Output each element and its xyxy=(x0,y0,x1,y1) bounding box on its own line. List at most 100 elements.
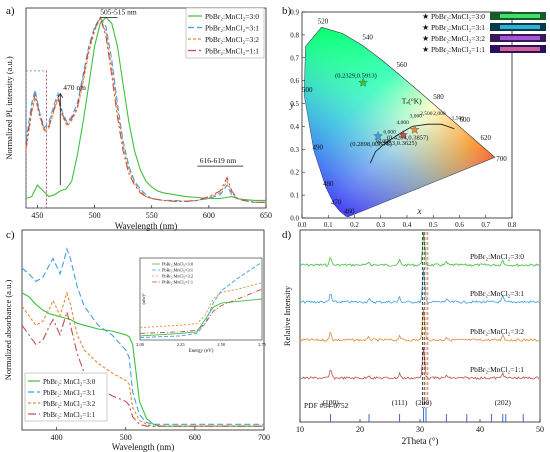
inset-legend-entry: PbBr₂:MnCl₂=1:1 xyxy=(162,280,193,285)
legend-marker: ★ xyxy=(422,23,429,32)
cie-point-label: (0.2329,0.5913) xyxy=(335,73,377,80)
x-axis-label: x xyxy=(417,206,422,216)
legend-entry: PbBr₂:MnCl₂=3:0 xyxy=(431,12,485,21)
inset-series-1 xyxy=(139,261,263,338)
x-tick-label: 0.8 xyxy=(508,221,517,229)
legend-entry: PbBr₂: MnCl₂=3:0 xyxy=(43,378,96,386)
x-tick-label: 450 xyxy=(31,211,43,220)
inset-x-tick-label: 2.25 xyxy=(177,342,186,347)
y-axis-label: y xyxy=(289,100,294,110)
xrd-series-label: PbBr₂:MnCl₂=1:1 xyxy=(470,365,524,374)
x-tick-label: 650 xyxy=(260,211,272,220)
y-tick-label: 0.4 xyxy=(290,123,299,131)
cct-tick-label: 2,500 xyxy=(420,111,433,117)
y-tick-label: 0.5 xyxy=(290,100,299,108)
x-tick-label: 0.0 xyxy=(298,221,307,229)
panel-a-label: a) xyxy=(6,5,15,17)
series-line-3 xyxy=(25,16,266,203)
legend-entry: PbBr₂: MnCl₂=1:1 xyxy=(43,411,96,419)
panel-b-cie-diagram: 0.0 0.1 0.2 0.3 0.4 0.5 0.6 0.7 0.8 0.0 0.1 0.2 0.3 0… xyxy=(289,9,546,229)
wavelength-label: 620 xyxy=(481,134,492,142)
y-tick-label: 0.3 xyxy=(290,146,299,154)
wavelength-label: 470 xyxy=(331,198,342,206)
legend-marker: ★ xyxy=(422,45,429,54)
panel-c-absorbance: 400 500 600 700 Wavelength (nm) Normalized ab… xyxy=(3,229,270,452)
xrd-series-label: PbBr₂:MnCl₂=3:0 xyxy=(470,252,524,261)
annotation-616-619: 616-619 nm xyxy=(200,156,237,165)
wavelength-label: 460 xyxy=(344,207,355,215)
wavelength-label: 600 xyxy=(460,116,471,124)
series-line-3 xyxy=(21,309,264,427)
y-axis-label: Relative Intensity xyxy=(282,285,292,346)
y-tick-label: 0.6 xyxy=(290,77,299,85)
plot-frame xyxy=(21,229,265,431)
legend-marker: ★ xyxy=(422,12,429,21)
sample-glow xyxy=(500,14,540,18)
cie-point-label: (0.3853,0.3625) xyxy=(375,140,417,147)
sample-glow xyxy=(500,25,540,29)
y-tick-label: 0.7 xyxy=(290,54,299,62)
sample-glow xyxy=(500,36,540,40)
inset-legend-entry: PbBr₂:MnCl₂=3:1 xyxy=(162,268,193,273)
hkl-label: (111) xyxy=(392,398,408,407)
inset-x-tick-label: 2.50 xyxy=(217,342,226,347)
x-tick-label: 400 xyxy=(51,433,63,442)
panel-b-label: b) xyxy=(282,5,292,17)
legend-entry: PbBr₂:MnCl₂=3:2 xyxy=(205,35,259,44)
wavelength-label: 700 xyxy=(496,155,507,163)
x-tick-label: 50 xyxy=(536,425,544,434)
inset-y-axis-label: (αhν)² xyxy=(141,293,146,305)
x-axis-label: 2Theta (°) xyxy=(402,436,439,446)
xrd-series-label: PbBr₂:MnCl₂=3:2 xyxy=(470,327,524,336)
cie-point-label: (0.4294,0.3857) xyxy=(387,135,429,142)
annotation-470: 470 nm xyxy=(63,83,86,92)
wavelength-label: 500 xyxy=(302,86,313,94)
y-tick-label: 0.8 xyxy=(290,31,299,39)
panel-d-label: d) xyxy=(282,229,292,241)
y-tick-label: 0.1 xyxy=(290,192,299,200)
y-axis-label: Normalized PL intensity (a.u.) xyxy=(4,56,14,159)
wavelength-label: 520 xyxy=(318,17,329,25)
cct-tick-label: 3,000 xyxy=(410,113,423,119)
inset-legend-entry: PbBr₂:MnCl₂=3:2 xyxy=(162,274,193,279)
legend-entry: PbBr₂: MnCl₂=3:2 xyxy=(43,400,96,408)
hkl-label: (202) xyxy=(495,398,512,407)
legend-marker: ★ xyxy=(422,34,429,43)
inset-legend-entry: PbBr₂:MnCl₂=3:0 xyxy=(162,262,193,267)
cie-point-3 xyxy=(398,130,408,140)
inset-x-tick-label: 2.75 xyxy=(258,342,267,347)
x-tick-label: 0.6 xyxy=(455,221,464,229)
xrd-pattern-3 xyxy=(299,347,540,381)
legend-entry: PbBr₂:MnCl₂=3:1 xyxy=(431,23,485,32)
cie-point-0 xyxy=(358,77,368,87)
y-tick-label: 0.9 xyxy=(290,9,299,17)
cie-point-1 xyxy=(373,131,383,141)
hkl-label: (100) xyxy=(322,398,339,407)
x-tick-label: 700 xyxy=(258,433,270,442)
inset-x-tick-label: 2.00 xyxy=(136,342,145,347)
legend-entry: PbBr₂:MnCl₂=3:1 xyxy=(205,24,259,33)
inset-x-axis-label: Energy (eV) xyxy=(189,349,214,354)
inset-series-2 xyxy=(139,282,263,329)
annotation-505-515: 505-515 nm xyxy=(100,8,137,17)
x-tick-label: 0.4 xyxy=(403,221,412,229)
series-line-1 xyxy=(25,16,266,203)
cct-tick-label: 6,000 xyxy=(383,129,396,135)
panel-a-pl-spectra: 450 500 550 600 650 Wavelength (nm) Normalized… xyxy=(4,8,272,231)
spectral-locus-overlay xyxy=(304,27,495,217)
inset-series-0 xyxy=(139,298,263,337)
x-tick-label: 600 xyxy=(189,433,201,442)
x-axis-label: Wavelength (nm) xyxy=(112,442,175,452)
series-line-2 xyxy=(25,16,266,203)
legend-entry: PbBr₂: MnCl₂=3:1 xyxy=(43,389,96,397)
legend-entry: PbBr₂:MnCl₂=3:2 xyxy=(431,34,485,43)
x-tick-label: 0.3 xyxy=(376,221,385,229)
x-tick-label: 40 xyxy=(476,425,484,434)
x-tick-label: 0.5 xyxy=(429,221,438,229)
x-tick-label: 600 xyxy=(203,211,215,220)
legend-entry: PbBr₂:MnCl₂=3:0 xyxy=(205,12,259,21)
arrowhead-470 xyxy=(57,92,64,98)
sample-glow xyxy=(500,47,540,51)
xrd-series-label: PbBr₂:MnCl₂=3:1 xyxy=(470,289,524,298)
